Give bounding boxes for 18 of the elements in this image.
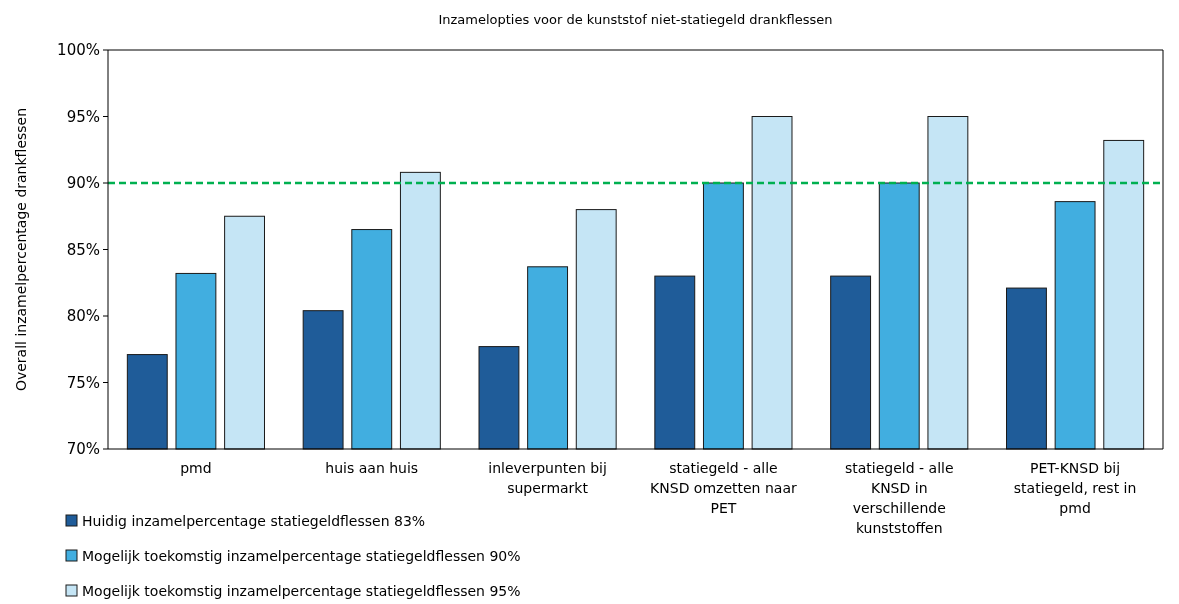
x-tick-label: huis aan huis	[325, 460, 419, 476]
y-tick-label: 70%	[66, 440, 100, 459]
y-tick-label: 100%	[57, 41, 100, 60]
x-tick-label: PET-KNSD bij statiegeld, rest in pmd	[1013, 460, 1137, 516]
y-tick-label: 85%	[66, 240, 100, 259]
y-tick-label: 80%	[66, 307, 100, 326]
y-tick-label: 75%	[66, 373, 100, 392]
y-tick-label: 95%	[66, 107, 100, 126]
legend-label: Mogelijk toekomstig inzamelpercentage statiegeldflessen 90%	[82, 547, 521, 564]
y-tick-label: 90%	[66, 174, 100, 193]
x-tick-label: statiegeld - alle KNSD in verschillende kunststoffen	[844, 460, 954, 536]
chart-title: Inzamelopties voor de kunststof niet-statiegeld drankflessen	[438, 12, 833, 27]
x-tick-label: inleverpunten bij supermarkt	[488, 460, 607, 496]
x-tick-label: pmd	[180, 460, 212, 476]
x-tick-label: statiegeld - alle KNSD omzetten naar PET	[650, 460, 797, 516]
y-axis-title: Overall inzamelpercentage drankflessen	[13, 107, 29, 392]
legend-label: Mogelijk toekomstig inzamelpercentage statiegeldflessen 95%	[82, 582, 521, 599]
legend-label: Huidig inzamelpercentage statiegeldflessen 83%	[82, 512, 426, 529]
